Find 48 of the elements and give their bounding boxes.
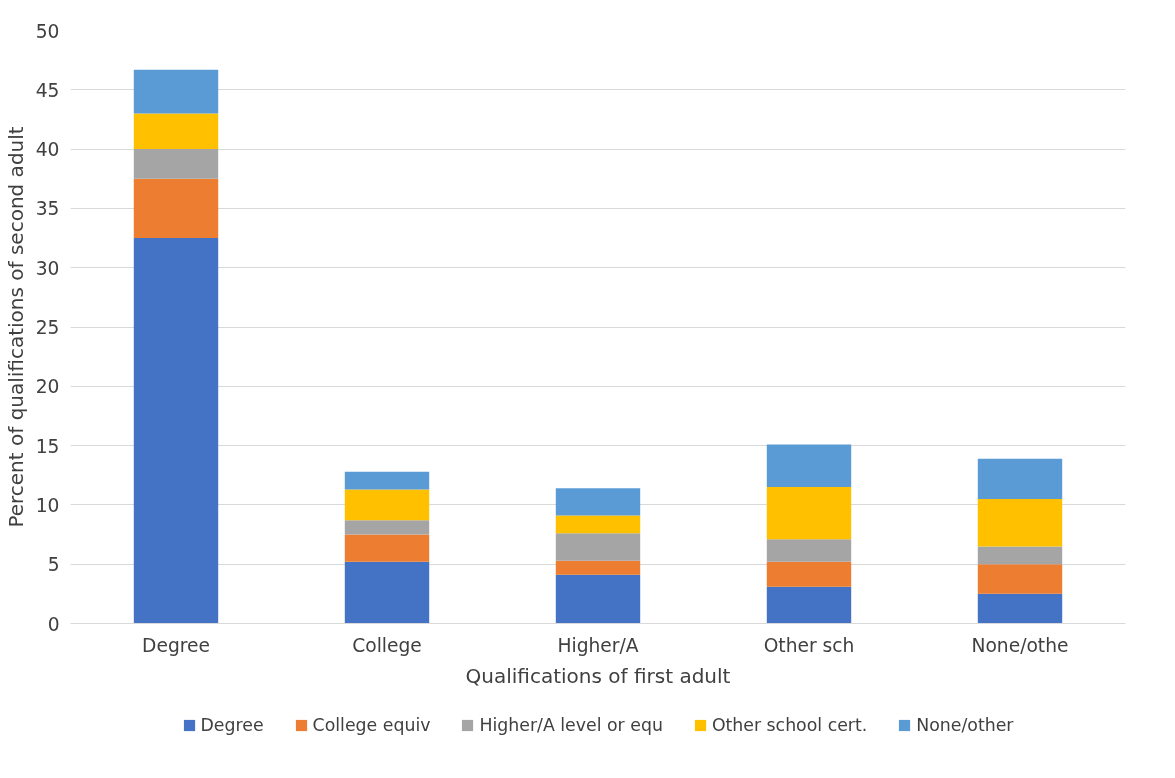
bar [766, 586, 852, 624]
bar [133, 178, 219, 239]
y-axis-title: Percent of qualifications of second adult [3, 126, 28, 528]
bar [344, 489, 430, 521]
y-tick-label: 5 [47, 554, 60, 576]
x-axis-title: Qualifications of first adult [465, 663, 731, 688]
y-tick-label: 0 [47, 613, 60, 635]
bar [344, 471, 430, 490]
legend-label: College equiv [312, 715, 431, 735]
bar [133, 113, 219, 150]
y-tick-label: 10 [35, 494, 60, 516]
y-tick-label: 50 [35, 20, 60, 42]
bar [555, 515, 641, 534]
x-tick-label: Higher/A [557, 634, 639, 656]
legend-label: Degree [200, 715, 264, 735]
bar [766, 539, 852, 562]
bar [133, 149, 219, 179]
y-tick-label: 30 [35, 257, 60, 279]
y-tick-label: 40 [35, 139, 60, 161]
y-tick-label: 15 [35, 435, 60, 457]
bar [555, 488, 641, 516]
bar [766, 444, 852, 488]
x-tick-label: Degree [142, 634, 210, 656]
bar [133, 238, 219, 624]
bar [977, 593, 1063, 624]
bar [344, 561, 430, 624]
legend-label: Other school cert. [711, 715, 868, 735]
y-tick-label: 45 [35, 79, 60, 101]
bar [977, 546, 1063, 565]
bar [555, 560, 641, 575]
bar [977, 458, 1063, 499]
bar [344, 520, 430, 535]
y-tick-label: 20 [35, 376, 60, 398]
bar [555, 533, 641, 561]
bar [977, 564, 1063, 594]
y-tick-label: 35 [35, 198, 60, 220]
legend-label: Higher/A level or equ [479, 715, 663, 735]
bar [344, 534, 430, 562]
legend-label: None/other [916, 715, 1014, 735]
bar [555, 574, 641, 624]
x-tick-label: Other sch [763, 634, 855, 656]
y-tick-label: 25 [35, 317, 60, 338]
bar [977, 498, 1063, 547]
bar [766, 487, 852, 540]
x-tick-label: College [352, 634, 422, 656]
bar [133, 69, 219, 114]
x-tick-label: None/othe [971, 634, 1069, 656]
bar [766, 561, 852, 587]
